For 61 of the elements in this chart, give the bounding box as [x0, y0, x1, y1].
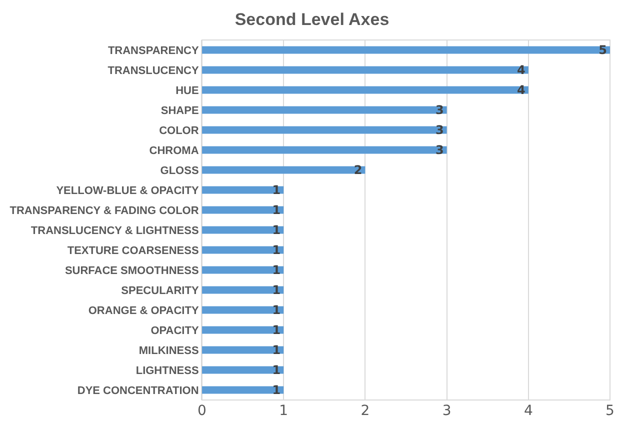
data-label: 1: [272, 203, 281, 217]
bar: [202, 226, 284, 234]
y-tick-label: TRANSLUCENCY & LIGHTNESS: [30, 224, 199, 237]
bar: [202, 346, 284, 354]
y-tick-label: TEXTURE COARSENESS: [67, 244, 199, 257]
y-tick-label: SURFACE SMOOTHNESS: [64, 264, 199, 277]
y-tick-label: TRANSPARENCY & FADING COLOR: [10, 204, 199, 217]
y-tick-label: OPACITY: [150, 324, 200, 337]
y-tick-label: TRANSLUCENCY: [108, 64, 200, 77]
data-label: 3: [435, 123, 444, 137]
bar: [202, 106, 447, 114]
x-tick-label: 3: [442, 403, 452, 419]
y-tick-label: MILKINESS: [138, 344, 199, 357]
data-label: 1: [272, 383, 281, 397]
y-tick-label: HUE: [176, 84, 199, 97]
x-tick-label: 2: [360, 403, 370, 419]
x-tick-label: 4: [524, 403, 533, 419]
bar: [202, 186, 284, 194]
y-tick-label: GLOSS: [160, 164, 199, 177]
data-label: 1: [272, 303, 281, 317]
bar: [202, 206, 284, 214]
data-label: 1: [272, 363, 281, 377]
bar: [202, 66, 528, 74]
y-tick-label: TRANSPARENCY: [108, 44, 200, 57]
x-tick-label: 0: [198, 403, 206, 419]
bar: [202, 386, 284, 394]
data-label: 3: [435, 103, 444, 117]
y-tick-label: YELLOW-BLUE & OPACITY: [56, 184, 200, 197]
bar: [202, 306, 284, 314]
x-tick-label: 5: [606, 403, 614, 419]
bar: [202, 366, 284, 374]
y-tick-label: ORANGE & OPACITY: [88, 304, 200, 317]
data-label: 1: [272, 263, 281, 277]
data-label: 1: [272, 343, 281, 357]
data-label: 2: [354, 163, 362, 177]
y-tick-label: SHAPE: [160, 104, 199, 117]
data-label: 1: [272, 283, 281, 297]
chart-title: Second Level Axes: [234, 10, 390, 29]
data-label: 1: [272, 323, 281, 337]
bar: [202, 286, 284, 294]
y-tick-label: CHROMA: [149, 144, 199, 157]
bar: [202, 86, 528, 94]
y-tick-label: LIGHTNESS: [136, 364, 199, 377]
data-label: 4: [517, 83, 526, 97]
y-tick-label: COLOR: [159, 124, 199, 137]
data-label: 1: [272, 183, 281, 197]
data-label: 1: [272, 223, 281, 237]
x-tick-label: 1: [279, 403, 288, 419]
data-label: 4: [517, 63, 526, 77]
bar: [202, 146, 447, 154]
bar: [202, 126, 447, 134]
data-label: 5: [598, 43, 607, 57]
data-label: 1: [272, 243, 281, 257]
bar: [202, 326, 284, 334]
bar: [202, 246, 284, 254]
bar: [202, 166, 366, 174]
bar: [202, 46, 610, 54]
y-tick-label: SPECULARITY: [121, 284, 200, 297]
y-tick-label: DYE CONCENTRATION: [77, 384, 199, 397]
data-label: 3: [435, 143, 444, 157]
bar: [202, 266, 284, 274]
